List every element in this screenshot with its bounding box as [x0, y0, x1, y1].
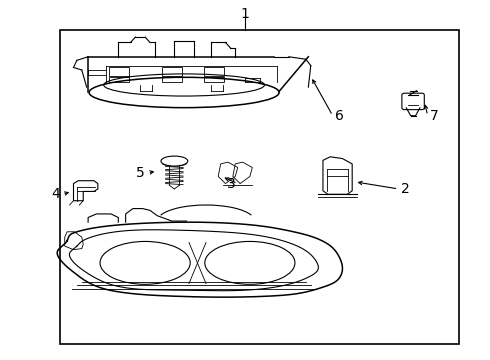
Bar	[203, 77, 224, 82]
Bar	[109, 67, 129, 76]
Text: 7: 7	[430, 109, 439, 123]
Text: 4: 4	[51, 187, 60, 201]
Text: 3: 3	[226, 176, 235, 190]
Ellipse shape	[161, 156, 188, 166]
Bar	[109, 77, 129, 82]
Text: 5: 5	[136, 166, 145, 180]
Text: 6: 6	[335, 109, 344, 123]
Bar	[60, 30, 460, 344]
Bar	[162, 67, 182, 76]
Bar	[203, 67, 224, 76]
Text: 1: 1	[241, 7, 249, 21]
Bar	[162, 77, 182, 82]
Text: 2: 2	[401, 182, 410, 196]
